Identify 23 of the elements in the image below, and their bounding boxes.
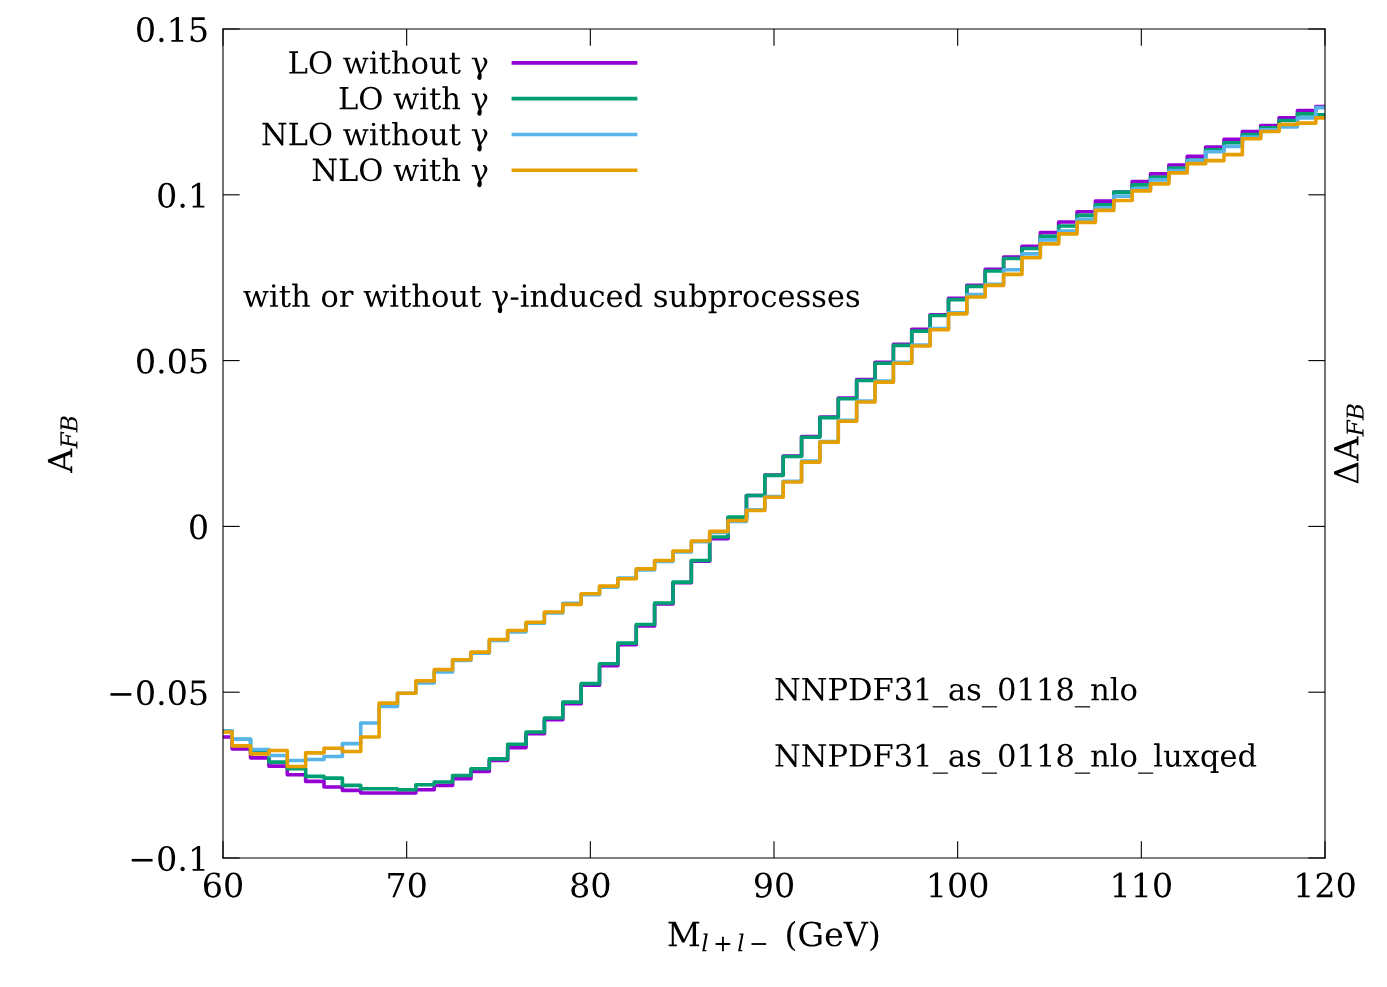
y-tick-label: 0.15 [137,16,207,43]
legend-label: NLO without γ [262,121,488,152]
y-tick-label: 0 [190,514,207,540]
x-tick-label: 110 [1113,872,1171,898]
y-tick-label: −0.1 [131,845,205,872]
y-tick-label: 0.05 [137,348,207,374]
annotation: with or without γ-induced subprocesses [243,283,860,314]
y2-axis-title: ΔA$_{FB}$ [1334,404,1364,484]
annotation: NNPDF31_as_0118_nlo_luxqed [775,743,1257,774]
x-tick-label: 70 [388,872,426,898]
x-tick-label: 120 [1297,872,1355,898]
annotation: NNPDF31_as_0118_nlo [775,676,1137,708]
x-tick-label: 90 [754,872,793,898]
x-tick-label: 80 [571,872,610,898]
x-axis-title: M$_{l+l−}$ (GeV) [668,920,879,952]
x-tick-label: 100 [929,872,988,898]
y-axis-title: A$_{FB}$ [47,416,78,474]
y-tick-label: −0.05 [110,680,207,706]
legend-label: NLO with γ [312,157,488,188]
legend-label: LO without γ [289,50,488,80]
x-tick-label: 60 [204,872,242,898]
y-tick-label: 0.1 [158,182,205,208]
legend-label: LO with γ [339,86,488,116]
